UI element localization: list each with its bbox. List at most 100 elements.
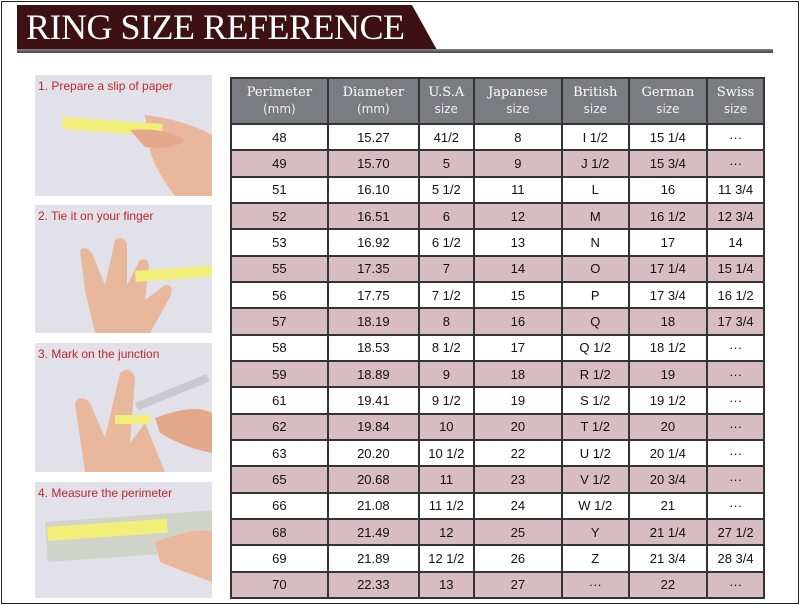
table-cell: 19.41 <box>326 386 420 415</box>
table-cell: ··· <box>706 386 765 415</box>
table-cell: 15.27 <box>326 122 420 152</box>
table-cell: 63 <box>230 438 329 468</box>
table-cell: Q <box>560 307 630 336</box>
table-cell: 17 3/4 <box>706 307 765 336</box>
table-cell: 18 <box>627 307 709 336</box>
table-cell: 55 <box>230 254 329 283</box>
table-cell: 49 <box>230 149 329 178</box>
table-cell: 21.89 <box>326 544 420 573</box>
table-cell: 16 1/2 <box>706 280 765 310</box>
table-cell: 20.20 <box>326 438 420 468</box>
column-header: Swiss size <box>706 77 765 125</box>
column-header: British size <box>560 77 630 125</box>
table-cell: 20 <box>472 412 563 441</box>
table-cell: ··· <box>706 122 765 152</box>
title-banner <box>17 5 437 50</box>
table-cell: 11 3/4 <box>706 175 765 204</box>
column-header-unit: size <box>506 102 530 116</box>
table-cell: 70 <box>230 570 329 600</box>
table-cell: 8 <box>417 307 475 336</box>
table-cell: M <box>560 201 630 231</box>
table-cell: 11 <box>472 175 563 204</box>
table-cell: 8 <box>472 122 563 152</box>
table-cell: 19.84 <box>326 412 420 441</box>
step-2-panel: 2. Tie it on your finger <box>35 205 212 333</box>
table-cell: 12 <box>472 201 563 231</box>
table-cell: 14 <box>472 254 563 283</box>
table-cell: 56 <box>230 280 329 310</box>
table-row: 61 19.41 9 1/2 19 S 1/2 19 1/2 ··· <box>230 386 765 415</box>
table-cell: 15 1/4 <box>627 122 709 152</box>
table-row: 51 16.10 5 1/2 11 L 16 11 3/4 <box>230 175 765 204</box>
table-cell: 25 <box>472 517 563 547</box>
table-cell: 5 <box>417 149 475 178</box>
column-header-title: Perimeter <box>246 85 313 100</box>
table-cell: 9 1/2 <box>417 386 475 415</box>
table-cell: ··· <box>706 149 765 178</box>
table-row: 66 21.08 11 1/2 24 W 1/2 21 ··· <box>230 491 765 520</box>
table-row: 63 20.20 10 1/2 22 U 1/2 20 1/4 ··· <box>230 438 765 468</box>
column-header-unit: size <box>656 102 680 116</box>
table-cell: 17 <box>472 333 563 362</box>
table-cell: W 1/2 <box>560 491 630 520</box>
table-cell: 65 <box>230 465 329 494</box>
step-3-panel: 3. Mark on the junction <box>35 343 212 472</box>
table-cell: 19 <box>472 386 563 415</box>
table-cell: 13 <box>472 228 563 257</box>
table-cell: T 1/2 <box>560 412 630 441</box>
column-header: German size <box>627 77 709 125</box>
column-header: Perimeter (mm) <box>230 77 329 125</box>
table-cell: 17 3/4 <box>627 280 709 310</box>
paper-slip-hand-illustration <box>62 115 212 196</box>
table-cell: 17 1/4 <box>627 254 709 283</box>
column-header-title: U.S.A <box>428 85 465 100</box>
table-cell: 6 1/2 <box>417 228 475 257</box>
title-rule <box>17 49 773 53</box>
table-cell: N <box>560 228 630 257</box>
table-cell: 69 <box>230 544 329 573</box>
table-cell: Q 1/2 <box>560 333 630 362</box>
table-cell: 21.49 <box>326 517 420 547</box>
table-cell: 21.08 <box>326 491 420 520</box>
table-cell: ··· <box>706 333 765 362</box>
table-cell: 17 <box>627 228 709 257</box>
step-2-label: 2. Tie it on your finger <box>38 209 154 223</box>
table-cell: 51 <box>230 175 329 204</box>
table-cell: 16.51 <box>326 201 420 231</box>
table-cell: Z <box>560 544 630 573</box>
table-cell: 17.35 <box>326 254 420 283</box>
table-cell: U 1/2 <box>560 438 630 468</box>
step-4-panel: 4. Measure the perimeter <box>35 482 212 598</box>
table-row: 62 19.84 10 20 T 1/2 20 ··· <box>230 412 765 441</box>
step-4-label: 4. Measure the perimeter <box>38 486 173 500</box>
step-3-label: 3. Mark on the junction <box>38 347 160 361</box>
table-cell: 62 <box>230 412 329 441</box>
ring-size-table: Perimeter (mm) Diameter (mm) U.S.A size Japane… <box>230 77 765 600</box>
table-cell: 21 <box>627 491 709 520</box>
table-cell: 52 <box>230 201 329 231</box>
table-row: 68 21.49 12 25 Y 21 1/4 27 1/2 <box>230 517 765 547</box>
page-title: RING SIZE REFERENCE <box>26 7 405 47</box>
table-cell: 16.10 <box>326 175 420 204</box>
table-cell: 7 1/2 <box>417 280 475 310</box>
column-header: U.S.A size <box>417 77 475 125</box>
step-1-panel: 1. Prepare a slip of paper <box>35 75 212 196</box>
table-cell: 57 <box>230 307 329 336</box>
table-cell: 19 1/2 <box>627 386 709 415</box>
table-cell: 6 <box>417 201 475 231</box>
table-cell: 66 <box>230 491 329 520</box>
table-cell: 11 <box>417 465 475 494</box>
table-cell: 21 3/4 <box>627 544 709 573</box>
table-cell: 11 1/2 <box>417 491 475 520</box>
table-cell: ··· <box>706 465 765 494</box>
table-cell: 10 <box>417 412 475 441</box>
column-header-unit: (mm) <box>263 102 296 116</box>
table-cell: O <box>560 254 630 283</box>
table-cell: 16 <box>472 307 563 336</box>
column-header-unit: size <box>583 102 607 116</box>
column-header-title: British <box>573 85 618 100</box>
table-row: 49 15.70 5 9 J 1/2 15 3/4 ··· <box>230 149 765 178</box>
table-row: 48 15.27 41/2 8 I 1/2 15 1/4 ··· <box>230 122 765 152</box>
table-cell: 18.19 <box>326 307 420 336</box>
